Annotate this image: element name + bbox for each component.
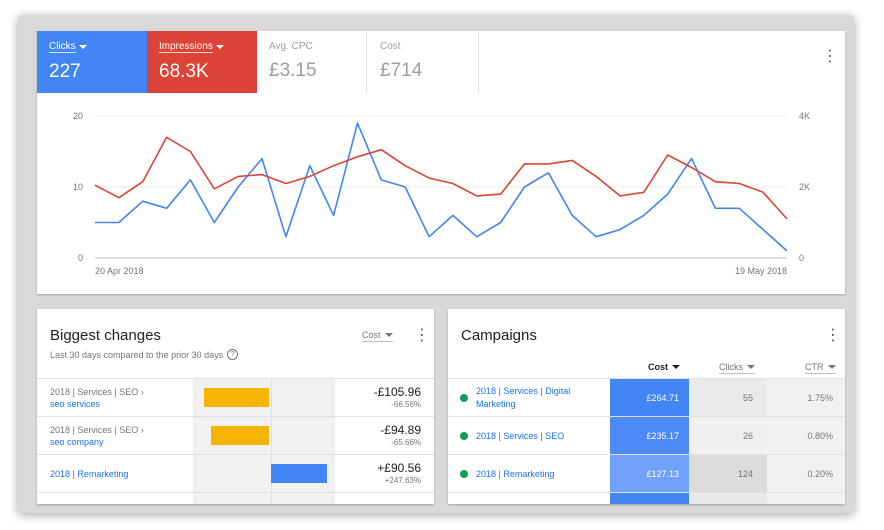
metric-avg-cpc-value: £3.15 [269,60,317,81]
metric-clicks-label: Clicks [49,41,76,53]
change-percent: +247.63% [384,476,421,485]
column-header-clicks[interactable]: Clicks [719,362,755,374]
left-axis-tick-label: 0 [78,253,83,263]
change-row-link[interactable]: seo services [50,399,101,409]
metric-dropdown[interactable]: Cost [362,330,393,342]
more-vert-icon[interactable]: ⋮ [825,327,841,344]
metric-cost-value: £714 [380,60,423,81]
campaign-row[interactable]: 2018 | Services | SEO £235.17 26 0.80% [448,416,845,455]
change-percent: -66.56% [391,400,421,409]
enabled-dot-icon [460,432,468,440]
column-header-ctr-label: CTR [805,362,824,372]
chart-ticks: 0 0 10 2K 20 4K [73,111,810,263]
caret-down-icon [747,365,755,369]
right-axis-tick-label: 2K [799,182,810,192]
clicks-series-line [95,122,788,252]
campaigns-card: Campaigns ⋮ Cost Clicks CTR 2018 | Servi… [448,309,845,504]
left-axis-tick-label: 10 [73,182,83,192]
change-row-path: 2018 | Services | SEO › [50,425,144,435]
campaign-row [448,492,845,504]
caret-down-icon [78,45,87,49]
campaign-cost-cell: £235.17 [610,417,689,455]
campaign-clicks-cell: 55 [689,379,767,417]
change-row[interactable]: 2018 | Services | SEO › seo services -£1… [37,378,434,417]
change-amount: -£94.89 [380,423,421,437]
metric-impressions[interactable]: Impressions 68.3K [147,31,257,93]
biggest-changes-card: Biggest changes Last 30 days compared to… [37,309,434,504]
caret-down-icon [672,365,680,369]
more-vert-icon[interactable]: ⋮ [414,327,430,344]
caret-down-icon [384,333,393,337]
metric-avg-cpc-label: Avg. CPC [269,41,313,52]
enabled-dot-icon [460,470,468,478]
column-header-ctr[interactable]: CTR [805,362,836,374]
caret-down-icon [827,365,836,369]
metric-avg-cpc[interactable]: Avg. CPC £3.15 [257,31,367,93]
metric-dropdown-label: Cost [362,330,381,340]
campaign-ctr-cell: 1.75% [767,379,845,417]
performance-card: Clicks 227 Impressions 68.3K Avg. CPC £3… [37,31,845,294]
chart-grid [95,115,787,259]
column-header-cost-label: Cost [648,362,668,372]
campaign-row[interactable]: 2018 | Services | Digital Marketing £264… [448,378,845,417]
campaign-name-link[interactable]: 2018 | Services | SEO [476,430,565,441]
column-header-cost[interactable]: Cost [648,362,680,373]
change-amount: -£105.96 [373,385,421,399]
change-percent: -65.66% [391,438,421,447]
campaigns-title: Campaigns [461,327,537,344]
campaign-name-link[interactable]: 2018 | Services | Digital Marketing [476,386,571,409]
metric-impressions-value: 68.3K [159,61,209,82]
biggest-changes-subtitle: Last 30 days compared to the prior 30 da… [50,349,224,360]
metric-cost-label: Cost [380,41,401,52]
change-bar [271,464,327,483]
change-row [37,492,434,504]
metric-clicks-value: 227 [49,61,81,82]
more-vert-icon[interactable]: ⋮ [822,48,838,65]
impressions-series-line [94,136,788,220]
left-axis-tick-label: 20 [73,111,83,121]
change-row-link[interactable]: seo company [50,437,104,447]
metric-impressions-label: Impressions [159,41,213,53]
change-bar-track [193,455,335,493]
campaign-clicks-cell: 26 [689,417,767,455]
change-bar-track [193,417,335,455]
campaign-cost-cell: £127.13 [610,455,689,493]
right-axis-tick-label: 0 [799,253,804,263]
change-bar [210,426,269,445]
metric-clicks[interactable]: Clicks 227 [37,31,147,93]
campaign-name-link[interactable]: 2018 | Remarketing [476,468,555,479]
chart-series [94,122,788,252]
campaign-cost-cell: £264.71 [610,379,689,417]
caret-down-icon [215,45,224,49]
right-axis-tick-label: 4K [799,111,810,121]
change-row-link[interactable]: 2018 | Remarketing [50,469,129,479]
campaign-ctr-cell: 0.80% [767,417,845,455]
change-bar-track [193,379,335,417]
change-row[interactable]: 2018 | Services | SEO › seo company -£94… [37,416,434,455]
help-icon[interactable]: ? [227,349,239,360]
change-amount: +£90.56 [377,461,421,475]
enabled-dot-icon [460,394,468,402]
column-header-clicks-label: Clicks [719,362,743,372]
campaign-clicks-cell: 124 [689,455,767,493]
x-axis-end-label: 19 May 2018 [735,266,787,276]
metric-cost[interactable]: Cost £714 [368,31,479,93]
campaign-ctr-cell: 0.20% [767,455,845,493]
campaign-row[interactable]: 2018 | Remarketing £127.13 124 0.20% [448,454,845,493]
change-row-path: 2018 | Services | SEO › [50,387,144,397]
performance-chart: 0 0 10 2K 20 4K 20 Apr 2018 19 May 2018 [73,111,810,276]
x-axis-start-label: 20 Apr 2018 [95,266,144,276]
biggest-changes-title: Biggest changes [50,327,161,344]
change-bar [204,388,269,407]
change-row[interactable]: 2018 | Remarketing +£90.56 +247.63% [37,454,434,493]
